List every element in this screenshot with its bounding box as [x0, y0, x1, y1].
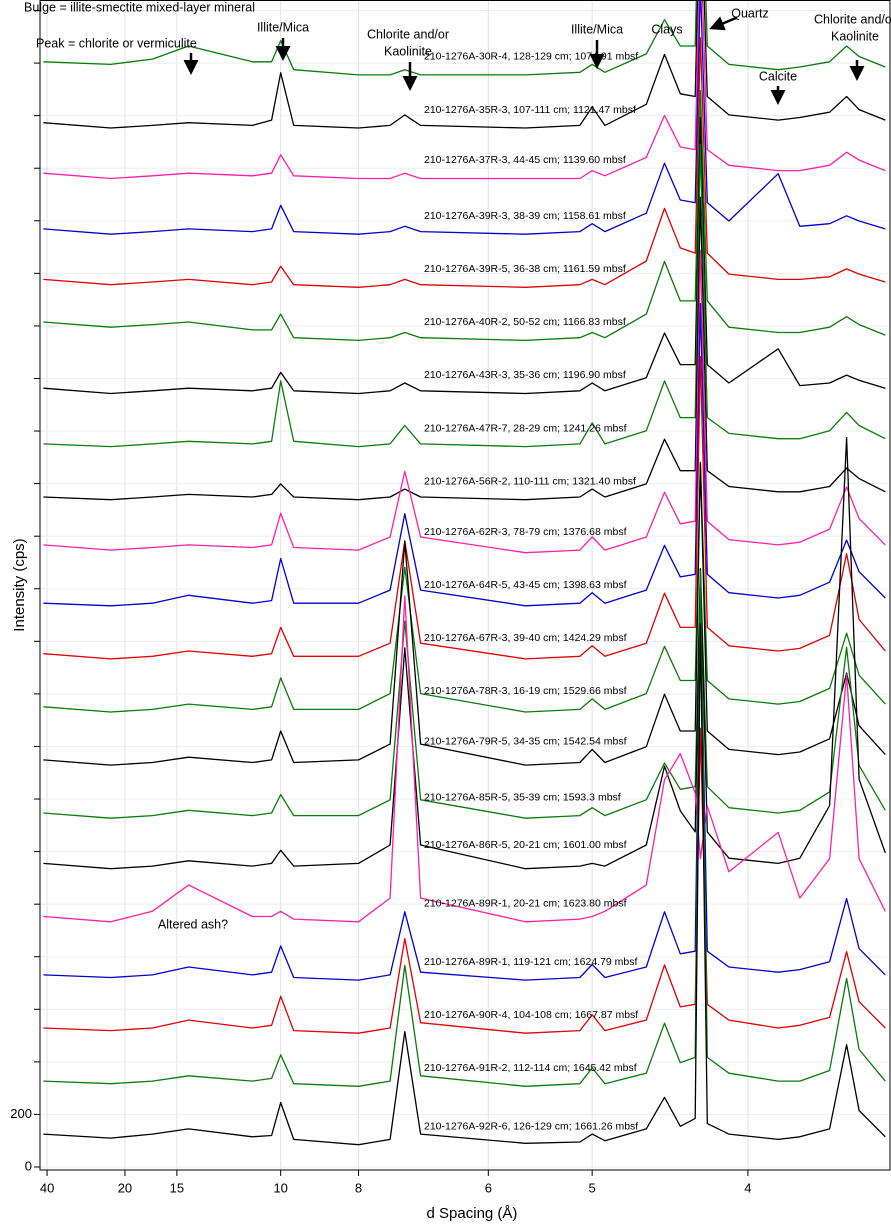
- trace: [43, 461, 886, 713]
- annotation: Calcite: [759, 69, 797, 83]
- trace: [43, 567, 886, 819]
- y-tick-label: 200: [10, 1106, 32, 1121]
- trace-label: 210-1276A-67R-3, 39-40 cm; 1424.29 mbsf: [424, 632, 627, 644]
- annotation: Quartz: [731, 6, 769, 20]
- trace-label: 210-1276A-30R-4, 128-129 cm; 1074.91 mbs…: [424, 51, 638, 63]
- trace: [43, 462, 886, 766]
- annotation: Chlorite and/or: [367, 27, 449, 41]
- arrows: [183, 16, 865, 105]
- annotation: Peak = chlorite or vermiculite: [36, 36, 197, 50]
- y-axis-label: Intensity (cps): [11, 538, 28, 631]
- trace-label: 210-1276A-89R-1, 20-21 cm; 1623.80 mbsf: [424, 898, 627, 910]
- trace: [43, 143, 886, 448]
- x-tick-label: 20: [118, 1180, 132, 1195]
- trace-label: 210-1276A-92R-6, 126-129 cm; 1661.26 mbs…: [424, 1120, 638, 1132]
- trace: [43, 90, 886, 342]
- annotation: Illite/Mica: [571, 22, 623, 36]
- trace-label: 210-1276A-56R-2, 110-111 cm; 1321.40 mbs…: [424, 475, 636, 487]
- grid: [40, 0, 888, 1170]
- trace-label: 210-1276A-78R-3, 16-19 cm; 1529.66 mbsf: [424, 685, 627, 697]
- trace-label: 210-1276A-40R-2, 50-52 cm; 1166.83 mbsf: [424, 316, 626, 328]
- x-tick-label: 8: [355, 1180, 362, 1195]
- trace-label: 210-1276A-62R-3, 78-79 cm; 1376.68 mbsf: [424, 526, 627, 538]
- trace-label: 210-1276A-64R-5, 43-45 cm; 1398.63 mbsf: [424, 579, 627, 591]
- trace: [43, 249, 886, 554]
- trace-labels: 210-1276A-30R-4, 128-129 cm; 1074.91 mbs…: [424, 51, 638, 1133]
- trace: [43, 570, 886, 1087]
- trace-label: 210-1276A-91R-2, 112-114 cm; 1645.42 mbs…: [424, 1062, 637, 1074]
- trace: [43, 116, 886, 395]
- trace: [43, 0, 886, 235]
- trace: [43, 727, 886, 1034]
- trace-label: 210-1276A-79R-5, 34-35 cm; 1542.54 mbsf: [424, 736, 627, 748]
- trace-label: 210-1276A-89R-1, 119-121 cm; 1624.79 mbs…: [424, 956, 638, 968]
- x-tick-label: 5: [589, 1180, 596, 1195]
- annotation: Illite/Mica: [257, 20, 309, 34]
- trace: [43, 595, 886, 981]
- annotation: Clays: [651, 22, 682, 36]
- trace: [43, 356, 886, 660]
- annotation: Kaolinite: [831, 29, 879, 43]
- trace-label: 210-1276A-43R-3, 35-36 cm; 1196.90 mbsf: [424, 369, 626, 381]
- trace: [43, 196, 886, 501]
- plot-frame: [39, 0, 891, 1171]
- trace-label: 210-1276A-39R-3, 38-39 cm; 1158.61 mbsf: [424, 210, 626, 222]
- trace-label: 210-1276A-86R-5, 20-21 cm; 1601.00 mbsf: [424, 839, 627, 851]
- trace: [43, 36, 886, 288]
- x-tick-label: 6: [485, 1180, 492, 1195]
- x-tick-label: 4: [744, 1180, 751, 1195]
- trace: [43, 0, 886, 129]
- trace-label: 210-1276A-90R-4, 104-108 cm; 1667.87 mbs…: [424, 1009, 638, 1021]
- annotation: Kaolinite: [384, 44, 432, 58]
- trace-label: 210-1276A-39R-5, 36-38 cm; 1161.59 mbsf: [424, 263, 626, 275]
- traces: [43, 0, 886, 1146]
- x-tick-label: 10: [273, 1180, 287, 1195]
- trace-label: 210-1276A-35R-3, 107-111 cm; 1121.47 mbs…: [424, 104, 636, 116]
- trace: [43, 302, 886, 607]
- x-tick-label: 40: [40, 1180, 54, 1195]
- trace-label: 210-1276A-37R-3, 44-45 cm; 1139.60 mbsf: [424, 154, 626, 166]
- annotation: Bulge = illite-smectite mixed-layer mine…: [24, 0, 255, 14]
- trace-label: 210-1276A-85R-5, 35-39 cm; 1593.3 mbsf: [424, 791, 621, 803]
- y-tick-label: 0: [25, 1158, 32, 1173]
- annotations: Bulge = illite-smectite mixed-layer mine…: [24, 0, 891, 931]
- trace: [43, 595, 886, 923]
- trace: [43, 623, 886, 1146]
- annotation: Altered ash?: [158, 917, 228, 931]
- x-axis-label: d Spacing (Å): [427, 1205, 518, 1222]
- trace: [43, 0, 886, 180]
- annotation: Chlorite and/or: [814, 12, 891, 26]
- trace-label: 210-1276A-47R-7, 28-29 cm; 1241.26 mbsf: [424, 422, 627, 434]
- trace: [43, 436, 886, 870]
- arrow: [709, 16, 737, 31]
- x-tick-label: 15: [170, 1180, 184, 1195]
